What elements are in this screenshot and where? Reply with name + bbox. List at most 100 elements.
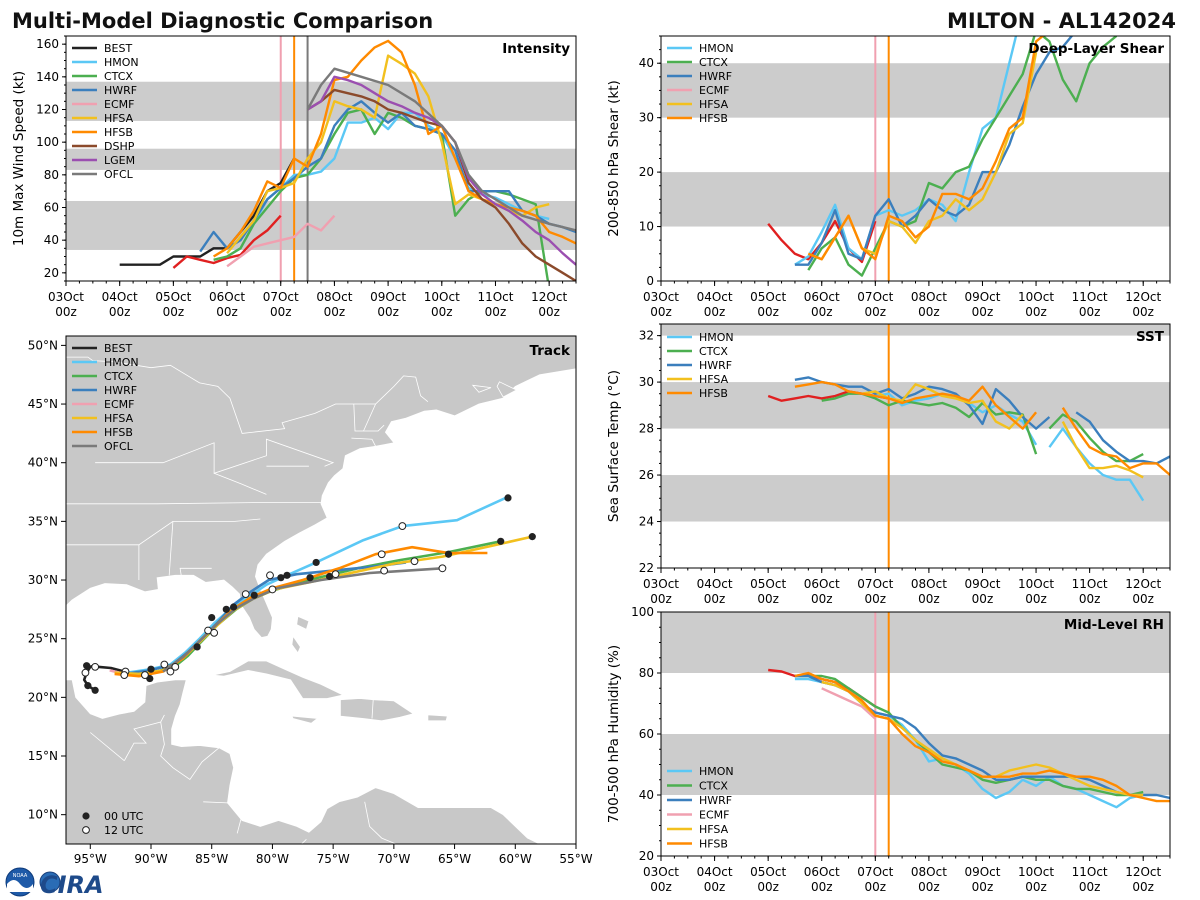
threshold-band [66, 200, 576, 250]
legend-label: OFCL [104, 168, 134, 181]
y-tick-label: 100 [631, 605, 654, 619]
legend-label: ECMF [699, 809, 729, 822]
legend-label: HWRF [699, 70, 732, 83]
track-point-00utc [504, 494, 512, 502]
land-polygon [291, 715, 319, 724]
y-tick-label: 160 [36, 37, 59, 51]
lon-tick-label: 70°W [377, 852, 410, 866]
x-tick-day: 05Oct [750, 577, 786, 591]
state-border [123, 714, 165, 761]
track-point-12utc [91, 662, 100, 671]
x-tick-day: 05Oct [750, 865, 786, 879]
y-tick-label: 40 [639, 56, 654, 70]
x-tick-hour: 00z [704, 880, 726, 894]
series-line-hfsb [794, 380, 1170, 476]
x-tick-hour: 00z [972, 880, 994, 894]
sst-panel: 22242628303203Oct00z04Oct00z05Oct00z06Oc… [606, 323, 1171, 606]
state-border [371, 699, 374, 719]
lon-tick-label: 80°W [256, 852, 289, 866]
state-border [0, 559, 66, 628]
lon-tick-label: 65°W [438, 852, 471, 866]
lat-tick-label: 30°N [28, 573, 58, 587]
legend-label: BEST [104, 42, 132, 55]
x-tick-day: 08Oct [911, 577, 947, 591]
x-tick-day: 06Oct [804, 290, 840, 304]
series-line-ecmf [226, 214, 336, 268]
track-point-00utc [306, 574, 314, 582]
legend-label: HFSA [699, 373, 729, 386]
series-line-hfsb [807, 36, 1045, 261]
legend-label: HWRF [104, 384, 137, 397]
legend-label: HWRF [699, 794, 732, 807]
x-tick-day: 10Oct [1018, 290, 1054, 304]
track-line-hmon [126, 496, 507, 674]
lon-tick-label: 75°W [317, 852, 350, 866]
y-tick-label: 120 [36, 103, 59, 117]
track-point-12utc [410, 557, 419, 566]
track-point-12utc [166, 667, 175, 676]
legend-label: HMON [699, 765, 734, 778]
x-tick-hour: 00z [865, 592, 887, 606]
x-tick-hour: 00z [1079, 305, 1101, 319]
x-tick-hour: 00z [865, 305, 887, 319]
y-tick-label: 28 [639, 422, 654, 436]
land-polygon [471, 384, 492, 393]
x-tick-hour: 00z [1025, 592, 1047, 606]
x-tick-day: 04Oct [697, 577, 733, 591]
x-tick-day: 03Oct [643, 577, 679, 591]
x-tick-hour: 00z [918, 880, 940, 894]
y-tick-label: 60 [44, 201, 59, 215]
state-border [168, 521, 174, 576]
state-border [300, 839, 307, 844]
lat-tick-label: 10°N [28, 808, 58, 822]
legend-label: HFSA [104, 112, 134, 125]
legend-label: HMON [104, 356, 139, 369]
track-point-12utc [241, 590, 250, 599]
x-tick-hour: 00z [1132, 305, 1154, 319]
track-point-12utc [141, 671, 149, 679]
x-tick-hour: 00z [431, 305, 453, 319]
y-axis-label: 700-500 hPa Humidity (%) [606, 645, 622, 823]
lat-tick-label: 25°N [28, 632, 58, 646]
state-border [351, 437, 376, 447]
lon-tick-label: 85°W [195, 852, 228, 866]
map-frame [65, 335, 577, 845]
x-tick-day: 09Oct [964, 577, 1000, 591]
track-point-00utc [193, 643, 201, 651]
state-border [363, 403, 376, 432]
x-tick-day: 08Oct [911, 290, 947, 304]
land-polygon [340, 698, 415, 722]
track-point-12utc [81, 668, 90, 677]
y-axis-label: 10m Max Wind Speed (kt) [11, 71, 27, 246]
state-border [213, 472, 267, 495]
x-tick-day: 08Oct [316, 290, 352, 304]
y-axis-label: Sea Surface Temp (°C) [606, 370, 622, 522]
x-tick-day: 03Oct [48, 290, 84, 304]
x-tick-hour: 00z [377, 305, 399, 319]
lon-tick-label: 90°W [134, 852, 167, 866]
legend-label: ECMF [104, 398, 134, 411]
legend-label: HFSB [699, 112, 728, 125]
plot-frame [660, 323, 1171, 569]
threshold-band [661, 612, 1170, 673]
lat-tick-label: 50°N [28, 338, 58, 352]
legend-label: CTCX [699, 56, 728, 69]
track-point-00utc [147, 665, 155, 673]
series-line-diag [172, 214, 282, 269]
state-border [90, 732, 125, 762]
x-tick-day: 12Oct [1125, 865, 1161, 879]
x-tick-hour: 00z [270, 305, 292, 319]
y-tick-label: 24 [639, 515, 654, 529]
x-tick-hour: 00z [1079, 592, 1101, 606]
lat-tick-label: 40°N [28, 456, 58, 470]
x-tick-day: 07Oct [263, 290, 299, 304]
panel-title: Intensity [502, 41, 570, 57]
threshold-band [661, 63, 1170, 118]
legend-label: LGEM [104, 154, 135, 167]
track-point-12utc [266, 571, 274, 580]
legend-label: HFSA [699, 823, 729, 836]
state-border [353, 403, 385, 432]
track-point-12utc [438, 564, 447, 573]
x-tick-day: 05Oct [155, 290, 191, 304]
marker-legend-12utc-icon [82, 826, 90, 834]
